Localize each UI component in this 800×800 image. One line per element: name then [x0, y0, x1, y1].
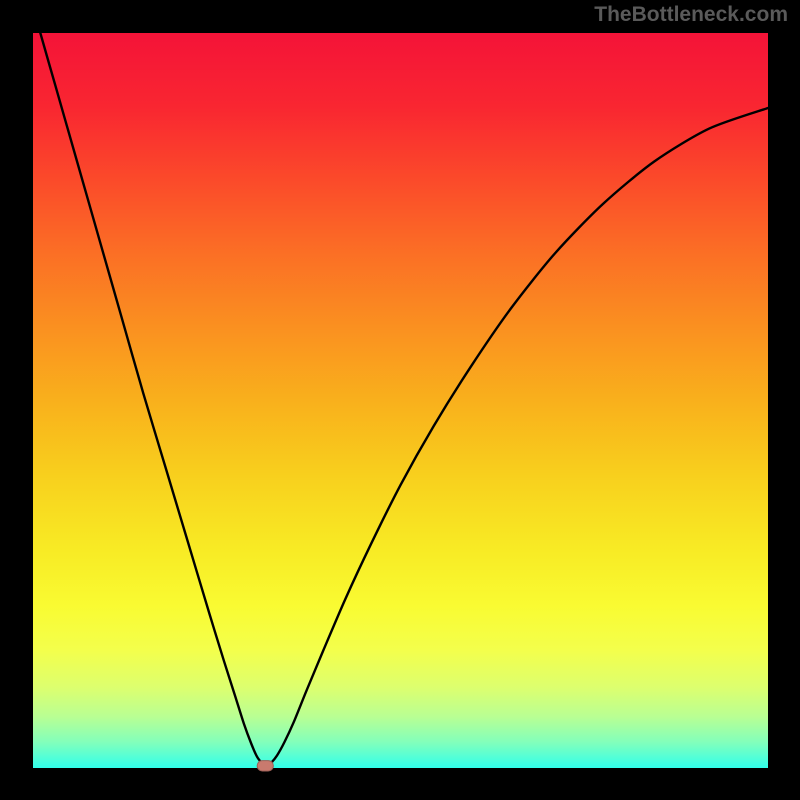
chart-container: TheBottleneck.com: [0, 0, 800, 800]
watermark-text: TheBottleneck.com: [594, 3, 788, 27]
optimal-point-marker: [0, 0, 800, 800]
